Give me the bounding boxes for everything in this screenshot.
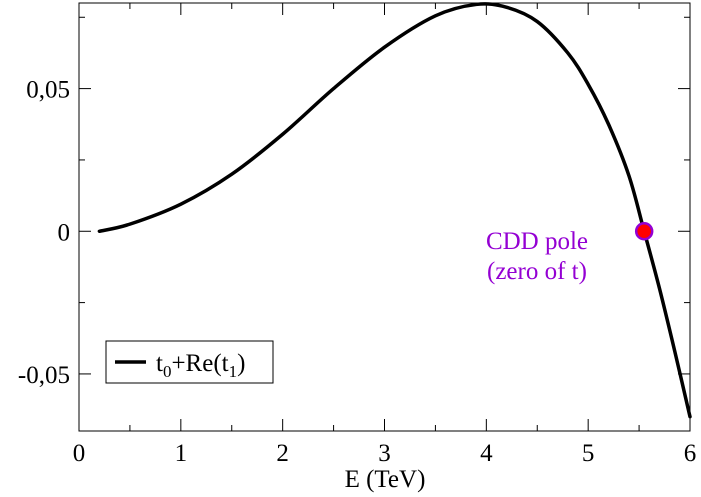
y-tick-label: 0	[58, 219, 71, 246]
annotation-line1: CDD pole	[486, 228, 588, 255]
x-tick-label: 1	[175, 440, 188, 467]
x-tick-label: 0	[73, 440, 86, 467]
x-tick-label: 6	[684, 440, 697, 467]
x-tick-label: 2	[276, 440, 289, 467]
x-tick-label: 5	[582, 440, 595, 467]
legend-sub0: 0	[163, 362, 172, 381]
cdd-pole-marker	[634, 222, 654, 241]
legend-middle: +Re(t	[171, 350, 228, 377]
x-tick-label: 3	[378, 440, 391, 467]
legend-base: t	[156, 350, 163, 377]
legend: t0+Re(t1)	[105, 340, 274, 384]
x-axis-title: E (TeV)	[345, 466, 426, 493]
legend-end: )	[237, 350, 245, 377]
tick-labels: 0 1 2 3 4 5 6 -0,05 0 0,05	[18, 77, 696, 467]
y-tick-label: -0,05	[18, 362, 70, 389]
y-tick-label: 0,05	[26, 77, 70, 104]
axis-ticks	[78, 3, 691, 431]
legend-label: t0+Re(t1)	[156, 350, 245, 381]
annotation-line2: (zero of t)	[487, 258, 587, 285]
legend-sub1: 1	[229, 362, 238, 381]
x-tick-label: 4	[480, 440, 493, 467]
